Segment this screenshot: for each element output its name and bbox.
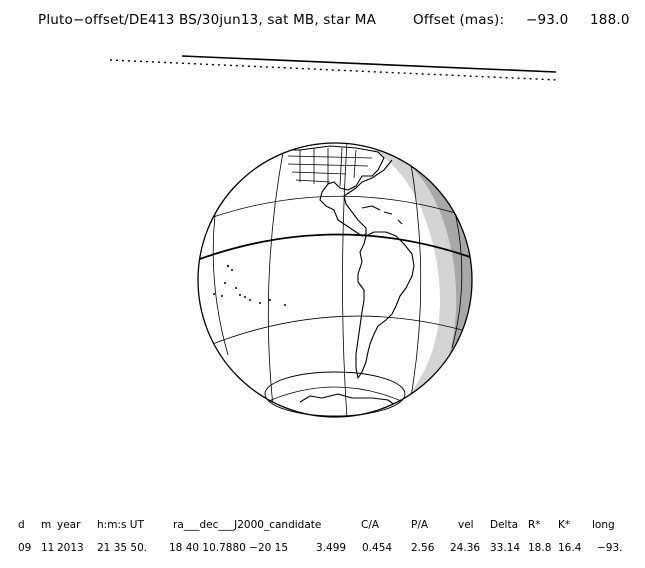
central-line — [181, 55, 557, 73]
offset-dec-value: 188.0 — [590, 12, 630, 28]
col-long: long — [592, 519, 615, 531]
value-rstar: 33.14 — [490, 542, 521, 554]
col-vel: vel — [458, 519, 474, 531]
parallel-line — [209, 195, 463, 219]
value-pa: 0.454 — [362, 542, 393, 554]
meridian-line — [451, 211, 463, 349]
caribbean-islands — [361, 205, 403, 225]
parallel-line — [209, 315, 463, 346]
event-table-row: 09 11 2013 21 35 50. 18 40 10.7880 −20 1… — [0, 542, 645, 556]
col-month: m — [41, 519, 52, 531]
value-delta: 24.36 — [450, 542, 481, 554]
col-rstar: R* — [528, 519, 541, 531]
meridian-line — [408, 157, 422, 409]
equator-line — [198, 233, 472, 261]
island-dot — [221, 295, 223, 297]
meridian-line — [342, 143, 348, 417]
us-state-grid — [287, 147, 373, 187]
island-dot — [224, 282, 226, 284]
island-dot — [259, 302, 261, 304]
plot-title: Pluto−offset/DE413 BS/30jun13, sat MB, s… — [0, 12, 645, 32]
meridian-line — [212, 214, 229, 356]
col-pa: P/A — [411, 519, 429, 531]
col-delta: Delta — [490, 519, 519, 531]
value-ca: 3.499 — [316, 542, 347, 554]
col-kstar: K* — [558, 519, 571, 531]
north-limit-line — [109, 59, 559, 81]
island-dot — [239, 294, 241, 296]
value-radec: 18 40 10.7880 −20 15 — [169, 542, 289, 554]
island-dot — [231, 269, 233, 271]
prediction-label: Pluto−offset/DE413 BS/30jun13, sat MB, s… — [38, 12, 377, 28]
col-ca: C/A — [361, 519, 380, 531]
parallel-line — [261, 386, 409, 405]
offset-label: Offset (mas): — [413, 12, 505, 28]
north-america-coast — [278, 145, 393, 237]
event-table-header: d m year h:m:s UT ra___dec___J2000_candi… — [0, 519, 645, 533]
col-radec: ra___dec___J2000_candidate — [173, 519, 322, 531]
island-dot — [235, 287, 237, 289]
col-year: year — [57, 519, 81, 531]
col-day: d — [18, 519, 25, 531]
value-month: 11 — [41, 542, 55, 554]
island-dot — [269, 299, 271, 301]
pacific-islands — [213, 264, 286, 306]
island-dot — [244, 296, 246, 298]
globe-disk — [198, 143, 472, 417]
meridian-line — [267, 151, 284, 407]
value-time: 21 35 50. — [97, 542, 148, 554]
value-kstar: 18.8 — [528, 542, 552, 554]
shadow-path-lines — [109, 55, 559, 81]
globe — [197, 142, 473, 418]
island-dot — [226, 264, 230, 268]
value-day: 09 — [18, 542, 32, 554]
value-vel: 2.56 — [411, 542, 435, 554]
graticule — [209, 143, 463, 417]
antarctica-outline — [264, 371, 406, 417]
value-extra: −93. — [597, 542, 623, 554]
offset-ra-value: −93.0 — [526, 12, 569, 28]
island-dot — [284, 304, 286, 306]
south-america-coast — [355, 231, 415, 379]
globe-outline — [197, 142, 473, 418]
island-dot — [213, 293, 215, 295]
col-time: h:m:s UT — [97, 519, 144, 531]
island-dot — [249, 299, 251, 301]
value-year: 2013 — [57, 542, 84, 554]
value-long: 16.4 — [558, 542, 582, 554]
